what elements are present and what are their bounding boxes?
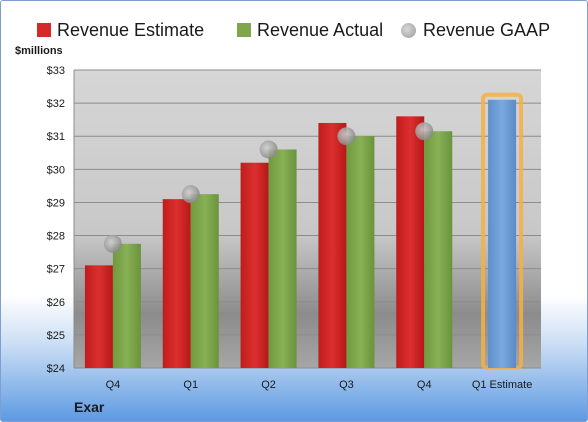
estimate-bar bbox=[84, 265, 113, 368]
legend-dot-icon bbox=[401, 22, 416, 38]
estimate-bar bbox=[318, 122, 347, 368]
actual-bar bbox=[112, 243, 141, 368]
y-tick-label: $27 bbox=[47, 264, 65, 276]
unit-label: $millions bbox=[15, 45, 63, 57]
y-axis-ticks: $24 $25 $26 $27 $28 $29 $30 $31 $32 $33 bbox=[47, 65, 65, 375]
x-tick-label: Q4 bbox=[106, 379, 121, 391]
actual-bar bbox=[190, 194, 219, 368]
y-tick-label: $24 bbox=[47, 363, 65, 375]
gridlines bbox=[73, 69, 541, 369]
gaap-marker bbox=[415, 122, 434, 141]
x-tick-label: Q2 bbox=[261, 379, 276, 391]
actual-bar bbox=[346, 136, 375, 368]
y-tick-label: $33 bbox=[47, 65, 65, 77]
gaap-marker bbox=[259, 140, 278, 159]
forecast-bar bbox=[488, 99, 517, 369]
y-tick-label: $32 bbox=[47, 98, 65, 110]
y-tick-label: $25 bbox=[47, 330, 65, 342]
x-axis-ticks: Q4 Q1 Q2 Q3 Q4 Q1 Estimate bbox=[106, 379, 533, 391]
x-tick-label: Q3 bbox=[339, 379, 354, 391]
gaap-marker bbox=[103, 234, 122, 253]
legend-swatch-icon bbox=[237, 23, 251, 37]
legend-item: Revenue Actual bbox=[237, 17, 383, 43]
y-tick-label: $28 bbox=[47, 231, 65, 243]
legend-label: Revenue Estimate bbox=[57, 19, 205, 40]
legend-label: Revenue Actual bbox=[257, 19, 384, 40]
y-tick-label: $31 bbox=[47, 131, 65, 143]
legend-item: Revenue GAAP bbox=[401, 17, 550, 43]
gaap-marker bbox=[337, 127, 356, 146]
actual-bar bbox=[424, 131, 453, 368]
x-tick-label: Q4 bbox=[417, 379, 432, 391]
company-label: Exar bbox=[74, 399, 105, 415]
actual-bar bbox=[268, 149, 297, 368]
legend-label: Revenue GAAP bbox=[423, 19, 551, 40]
y-tick-label: $29 bbox=[47, 197, 65, 209]
gaap-markers bbox=[103, 122, 434, 253]
plot-area bbox=[74, 70, 541, 368]
y-tick-label: $26 bbox=[47, 297, 65, 309]
gaap-marker bbox=[181, 185, 200, 204]
x-tick-label: Q1 Estimate bbox=[472, 379, 533, 391]
legend-item: Revenue Estimate bbox=[37, 17, 204, 43]
estimate-bar bbox=[396, 116, 425, 368]
x-tick-label: Q1 bbox=[183, 379, 198, 391]
estimate-bar bbox=[240, 162, 269, 368]
estimate-bar bbox=[162, 199, 191, 368]
legend-swatch-icon bbox=[37, 23, 51, 37]
y-tick-label: $30 bbox=[47, 164, 65, 176]
legend: Revenue Estimate Revenue Actual Revenue GA… bbox=[1, 17, 587, 43]
bars bbox=[84, 92, 524, 371]
